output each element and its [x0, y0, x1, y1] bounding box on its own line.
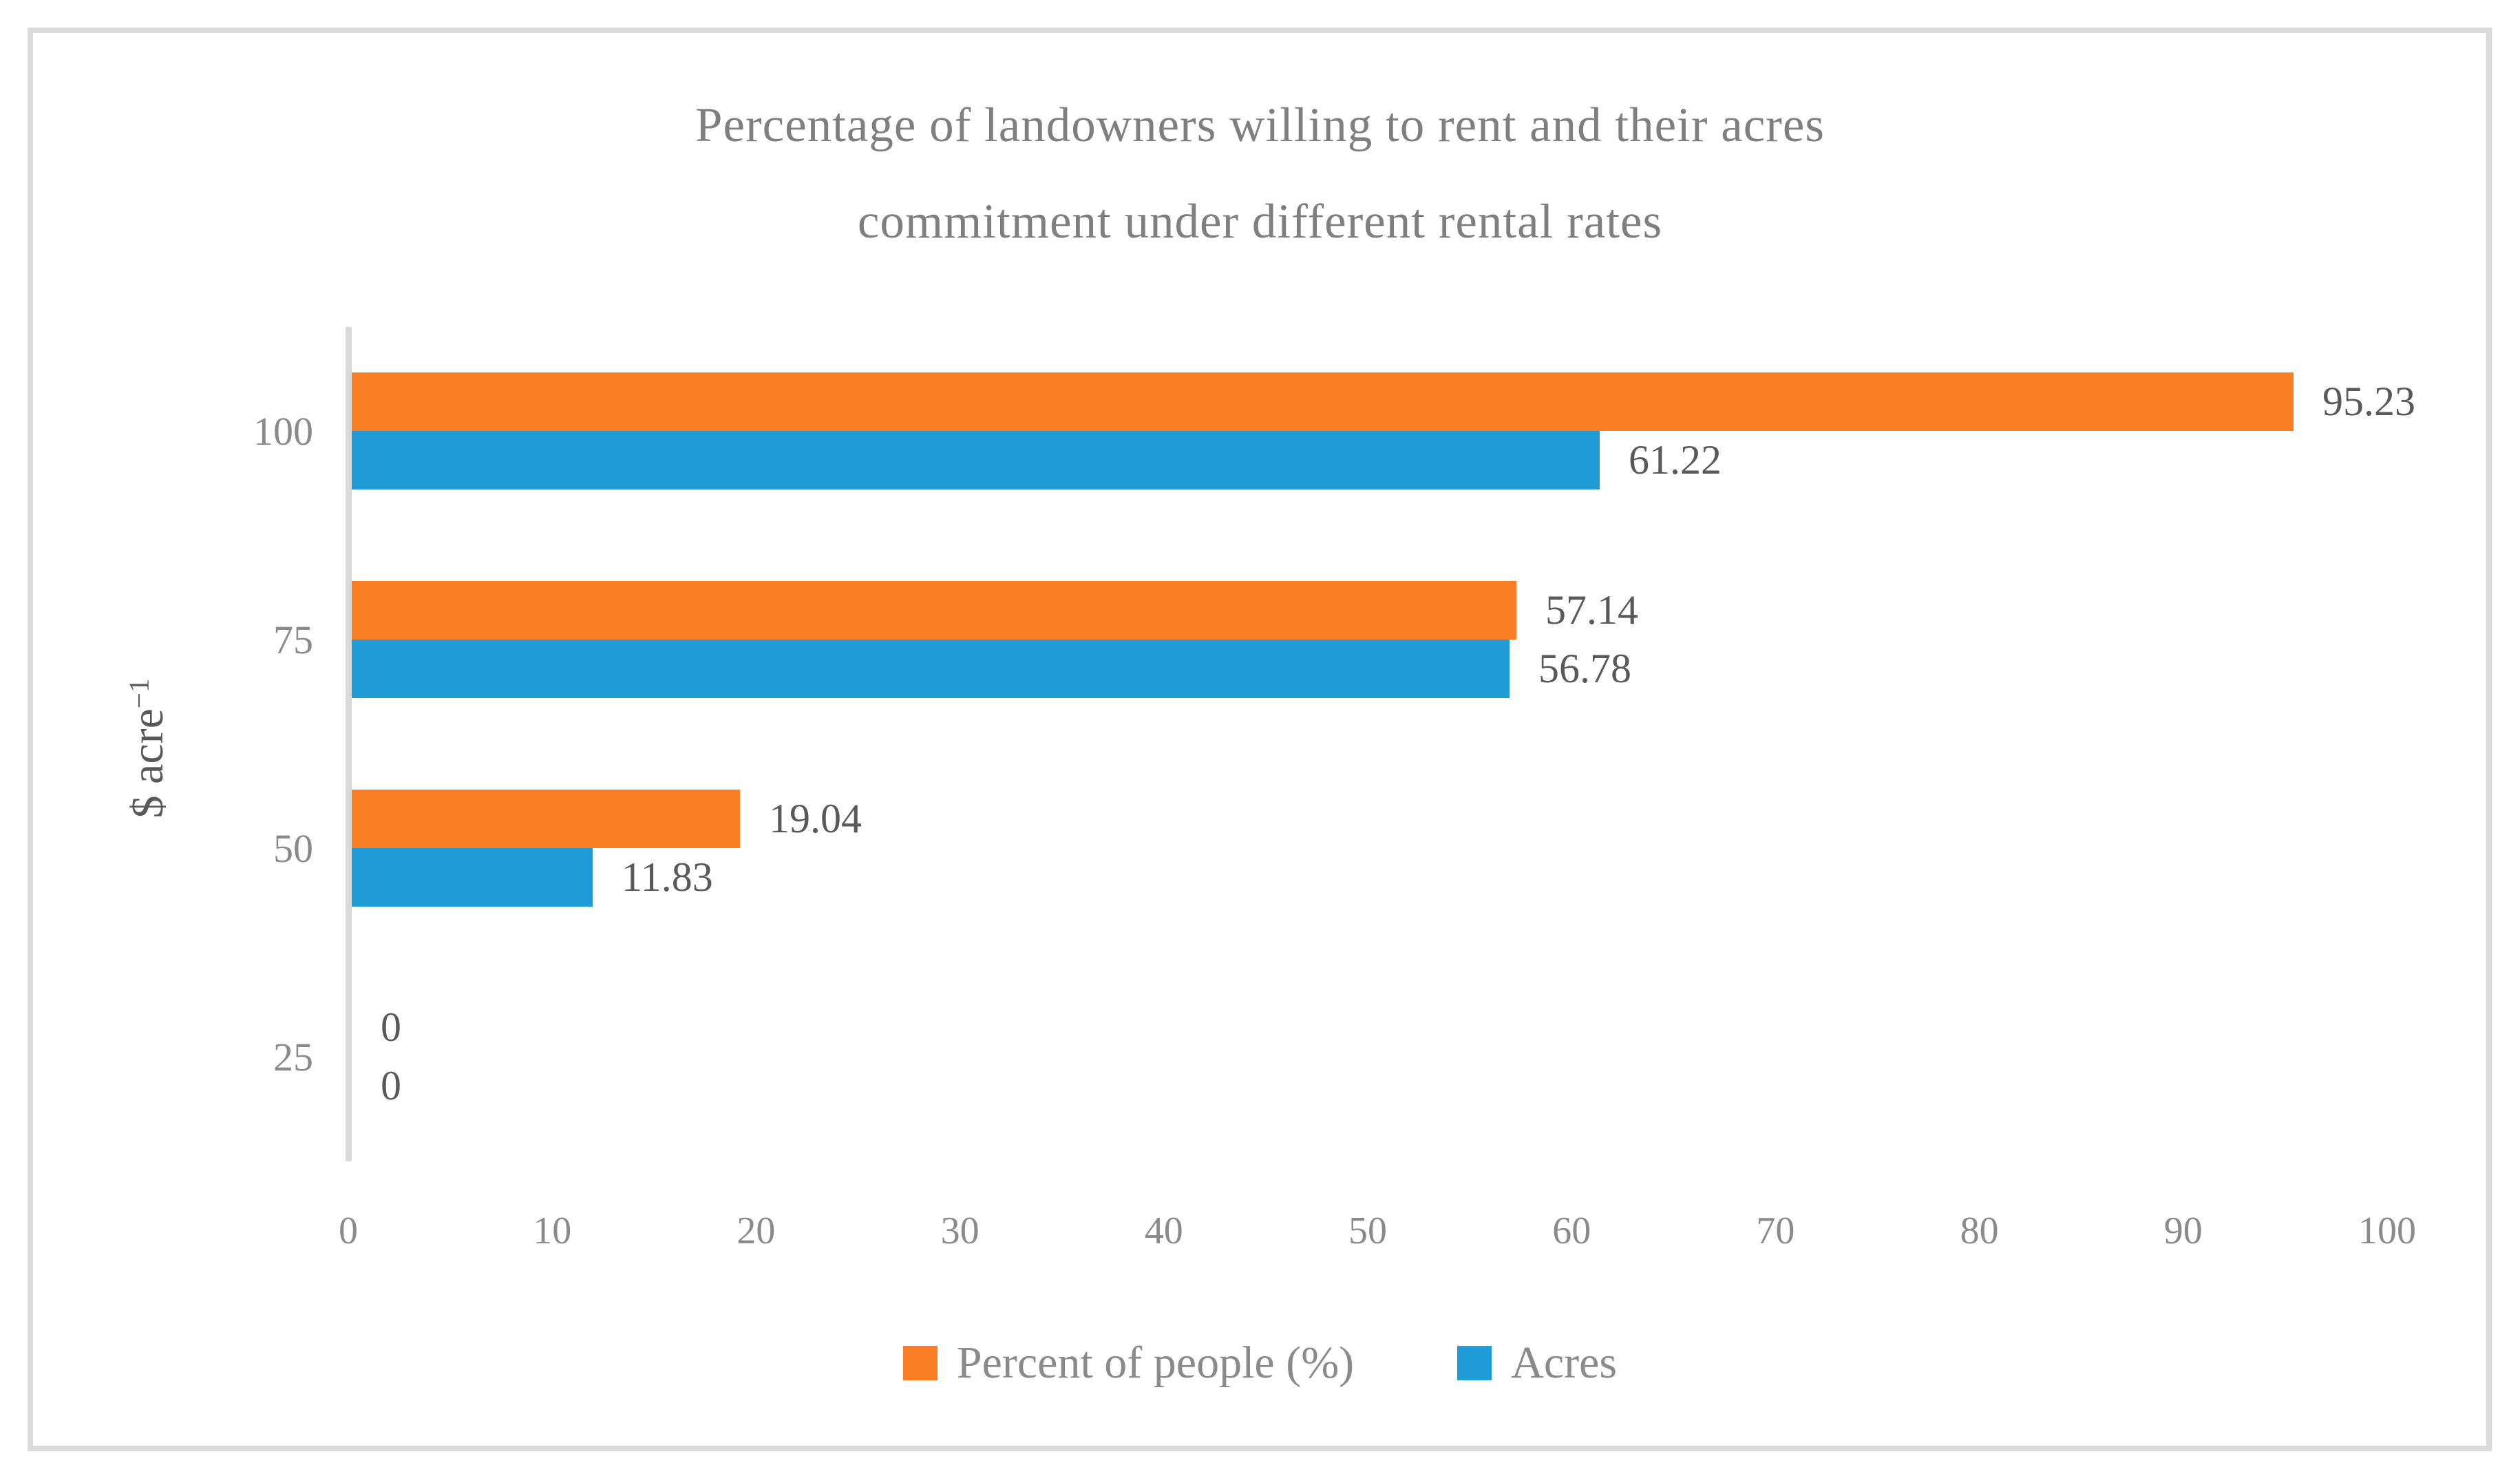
legend-swatch-percent-of-people: [902, 1346, 938, 1380]
x-tick-10: 10: [533, 1210, 572, 1252]
data-label-percent-75: 57.14: [1545, 587, 1638, 633]
data-label-acres-100: 61.22: [1629, 437, 1722, 483]
chart-title: Percentage of landowners willing to rent…: [0, 77, 2520, 270]
legend: Percent of people (%) Acres: [0, 1337, 2520, 1389]
x-tick-100: 100: [2358, 1210, 2416, 1252]
data-label-percent-25: 0: [381, 1004, 401, 1050]
legend-item-acres: Acres: [1457, 1337, 1617, 1389]
category-label-75: 75: [273, 618, 313, 662]
x-tick-90: 90: [2163, 1210, 2203, 1252]
category-axis-line: [346, 327, 352, 1161]
x-tick-60: 60: [1552, 1210, 1591, 1252]
data-label-acres-75: 56.78: [1538, 646, 1631, 691]
category-label-25: 25: [273, 1035, 313, 1079]
chart-title-line-2: commitment under different rental rates: [857, 195, 1663, 249]
chart-title-line-1: Percentage of landowners willing to rent…: [695, 98, 1825, 152]
legend-label-acres: Acres: [1511, 1338, 1618, 1388]
x-tick-30: 30: [940, 1210, 980, 1252]
legend-label-percent-of-people: Percent of people (%): [956, 1338, 1355, 1388]
x-tick-80: 80: [1960, 1210, 1999, 1252]
category-label-100: 100: [253, 409, 313, 454]
x-tick-70: 70: [1756, 1210, 1795, 1252]
legend-swatch-acres: [1457, 1346, 1492, 1380]
bar-acres-100: [352, 431, 1600, 489]
data-label-acres-25: 0: [381, 1063, 401, 1108]
bar-acres-75: [352, 640, 1510, 698]
data-label-percent-100: 95.23: [2322, 379, 2415, 424]
x-tick-50: 50: [1348, 1210, 1387, 1252]
bar-acres-50: [352, 848, 593, 907]
x-tick-40: 40: [1144, 1210, 1183, 1252]
data-label-acres-50: 11.83: [622, 854, 713, 900]
chart-border-frame: [28, 28, 2492, 1451]
bar-percent-75: [352, 581, 1516, 640]
bar-percent-100: [352, 372, 2294, 431]
bar-percent-50: [352, 790, 740, 848]
x-tick-20: 20: [737, 1210, 776, 1252]
data-label-percent-50: 19.04: [769, 796, 862, 841]
x-tick-0: 0: [339, 1210, 358, 1252]
legend-item-percent-of-people: Percent of people (%): [902, 1337, 1355, 1389]
category-label-50: 50: [273, 826, 313, 871]
